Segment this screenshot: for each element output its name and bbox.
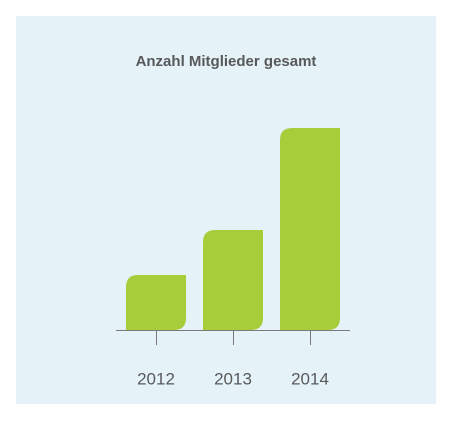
x-tick-label: 2014 bbox=[291, 369, 329, 388]
bar bbox=[126, 275, 186, 330]
chart-title: Anzahl Mitglieder gesamt bbox=[136, 53, 317, 70]
panel bbox=[16, 16, 436, 404]
bar bbox=[203, 230, 263, 330]
x-tick-label: 2013 bbox=[214, 369, 252, 388]
x-tick-label: 2012 bbox=[137, 369, 175, 388]
bar bbox=[280, 128, 340, 330]
